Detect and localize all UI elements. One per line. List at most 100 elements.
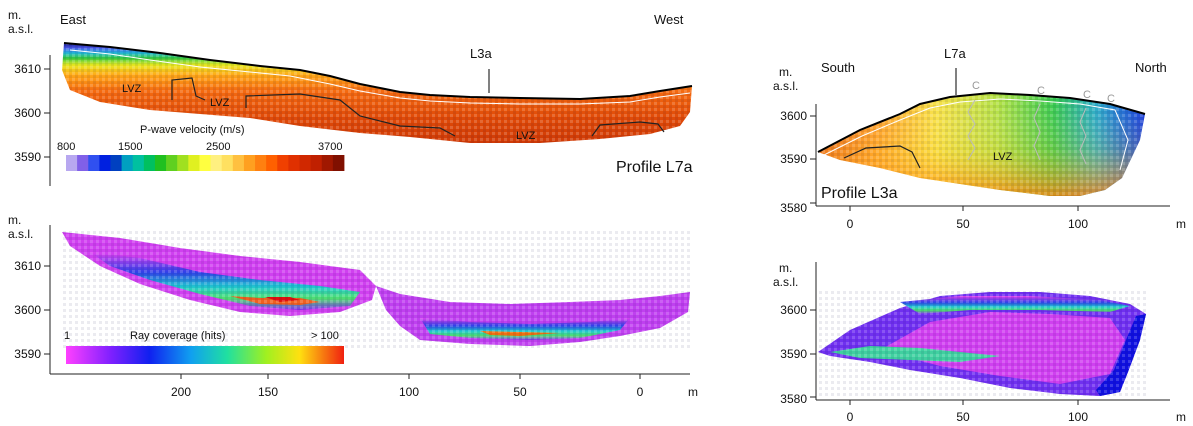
y-tick-label: 3580 <box>780 392 807 406</box>
colorbar-tick-label: 1500 <box>118 141 142 153</box>
y-tick-label: 3590 <box>780 347 807 361</box>
colorbar-swatch <box>232 155 245 171</box>
x-tick-label: 50 <box>513 385 527 399</box>
pixel-texture <box>818 290 1148 398</box>
y-tick-label: 3600 <box>14 106 41 120</box>
direction-west-label: West <box>654 12 684 27</box>
lvz-outline <box>843 145 921 169</box>
colorbar-swatch <box>332 155 345 171</box>
colorbar-swatch <box>66 155 78 171</box>
colorbar-tick-label: 3700 <box>318 141 342 153</box>
surface-line <box>817 91 1146 153</box>
colorbar-swatch <box>255 155 267 171</box>
colorbar-swatch <box>243 155 256 171</box>
x-unit-label: m <box>1176 217 1186 231</box>
y-tick-label: 3590 <box>14 150 41 164</box>
colorbar-max-label: > 100 <box>311 330 339 342</box>
colorbar-swatch <box>277 155 289 171</box>
direction-north-label: North <box>1135 60 1167 75</box>
velocity-model-texture <box>62 43 692 143</box>
lvz-outline <box>591 121 665 137</box>
y-unit-top: m. <box>779 261 792 275</box>
colorbar-swatch <box>210 155 223 171</box>
y-unit-bottom: a.s.l. <box>773 275 798 289</box>
colorbar-min-label: 1 <box>64 330 70 342</box>
y-tick-label: 3580 <box>780 201 807 215</box>
c-marker: C <box>1083 89 1091 101</box>
l7a-coverage-panel: m. a.s.l. 3610 3600 3590 200 150 100 50 … <box>8 213 698 399</box>
y-unit-bottom: a.s.l. <box>773 79 798 93</box>
pixel-texture <box>60 228 692 350</box>
colorbar-swatch <box>221 155 234 171</box>
velocity-colorbar <box>66 155 345 171</box>
x-unit-label: m <box>688 385 698 399</box>
ray-coverage-colorbar <box>66 346 344 364</box>
colorbar-tick-label: 2500 <box>206 141 230 153</box>
c-marker: C <box>972 80 980 92</box>
c-marker: C <box>1037 85 1045 97</box>
x-unit-label: m <box>1176 410 1186 424</box>
lvz-label: LVZ <box>210 97 230 109</box>
colorbar-swatch <box>299 155 312 171</box>
y-tick-label: 3590 <box>780 152 807 166</box>
colorbar-swatch <box>77 155 89 171</box>
l3a-velocity-panel: m. a.s.l. South North 3600 3590 3580 0 5… <box>773 46 1186 231</box>
colorbar-swatch <box>99 155 111 171</box>
velocity-contour-white <box>69 49 691 105</box>
colorbar-swatch <box>110 155 122 171</box>
y-unit-top: m. <box>8 8 21 22</box>
velocity-contour-white <box>823 98 1129 171</box>
y-unit-bottom: a.s.l. <box>8 22 33 36</box>
x-tick-label: 150 <box>258 385 278 399</box>
c-marker: C <box>1107 93 1115 105</box>
colorbar-swatch <box>154 155 167 171</box>
x-tick-label: 200 <box>171 385 191 399</box>
colorbar-swatch <box>266 155 278 171</box>
direction-south-label: South <box>821 60 855 75</box>
y-unit-bottom: a.s.l. <box>8 227 33 241</box>
profile-label: Profile L3a <box>821 185 898 202</box>
direction-east-label: East <box>60 12 86 27</box>
x-tick-label: 50 <box>956 410 970 424</box>
x-tick-label: 0 <box>847 410 854 424</box>
y-tick-label: 3610 <box>14 62 41 76</box>
y-tick-label: 3600 <box>780 303 807 317</box>
colorbar-swatch <box>121 155 134 171</box>
colorbar-swatch <box>132 155 145 171</box>
l7a-velocity-panel: m. a.s.l. East West 3610 3600 3590 LVZ L… <box>8 8 693 186</box>
colorbar-title: Ray coverage (hits) <box>130 330 225 342</box>
profile-label: Profile L7a <box>616 159 693 176</box>
lvz-label: LVZ <box>993 151 1013 163</box>
x-tick-label: 100 <box>399 385 419 399</box>
y-tick-label: 3600 <box>780 109 807 123</box>
colorbar-swatch <box>188 155 200 171</box>
x-tick-label: 100 <box>1068 217 1088 231</box>
x-tick-label: 0 <box>847 217 854 231</box>
colorbar-swatch <box>177 155 189 171</box>
velocity-model-texture <box>818 93 1145 196</box>
colorbar-tick-label: 800 <box>57 141 75 153</box>
x-tick-label: 0 <box>637 385 644 399</box>
y-tick-label: 3610 <box>14 259 41 273</box>
colorbar-swatch <box>88 155 100 171</box>
colorbar-swatch <box>199 155 211 171</box>
colorbar-title: P-wave velocity (m/s) <box>140 124 245 136</box>
y-tick-label: 3600 <box>14 303 41 317</box>
crossing-label: L7a <box>944 46 966 61</box>
lvz-label: LVZ <box>122 83 142 95</box>
surface-line <box>63 42 693 101</box>
y-tick-label: 3590 <box>14 347 41 361</box>
l3a-coverage-panel: m. a.s.l. 3600 3590 3580 0 50 100 m <box>773 261 1186 424</box>
x-tick-label: 100 <box>1068 410 1088 424</box>
lvz-outline <box>245 93 456 137</box>
c-marker-line <box>1033 103 1041 161</box>
y-unit-top: m. <box>8 213 21 227</box>
colorbar-swatch <box>310 155 323 171</box>
crossing-label: L3a <box>470 46 492 61</box>
x-tick-label: 50 <box>956 217 970 231</box>
colorbar-swatch <box>166 155 178 171</box>
colorbar-swatch <box>143 155 156 171</box>
colorbar-swatch <box>288 155 300 171</box>
lvz-outline <box>171 77 206 101</box>
